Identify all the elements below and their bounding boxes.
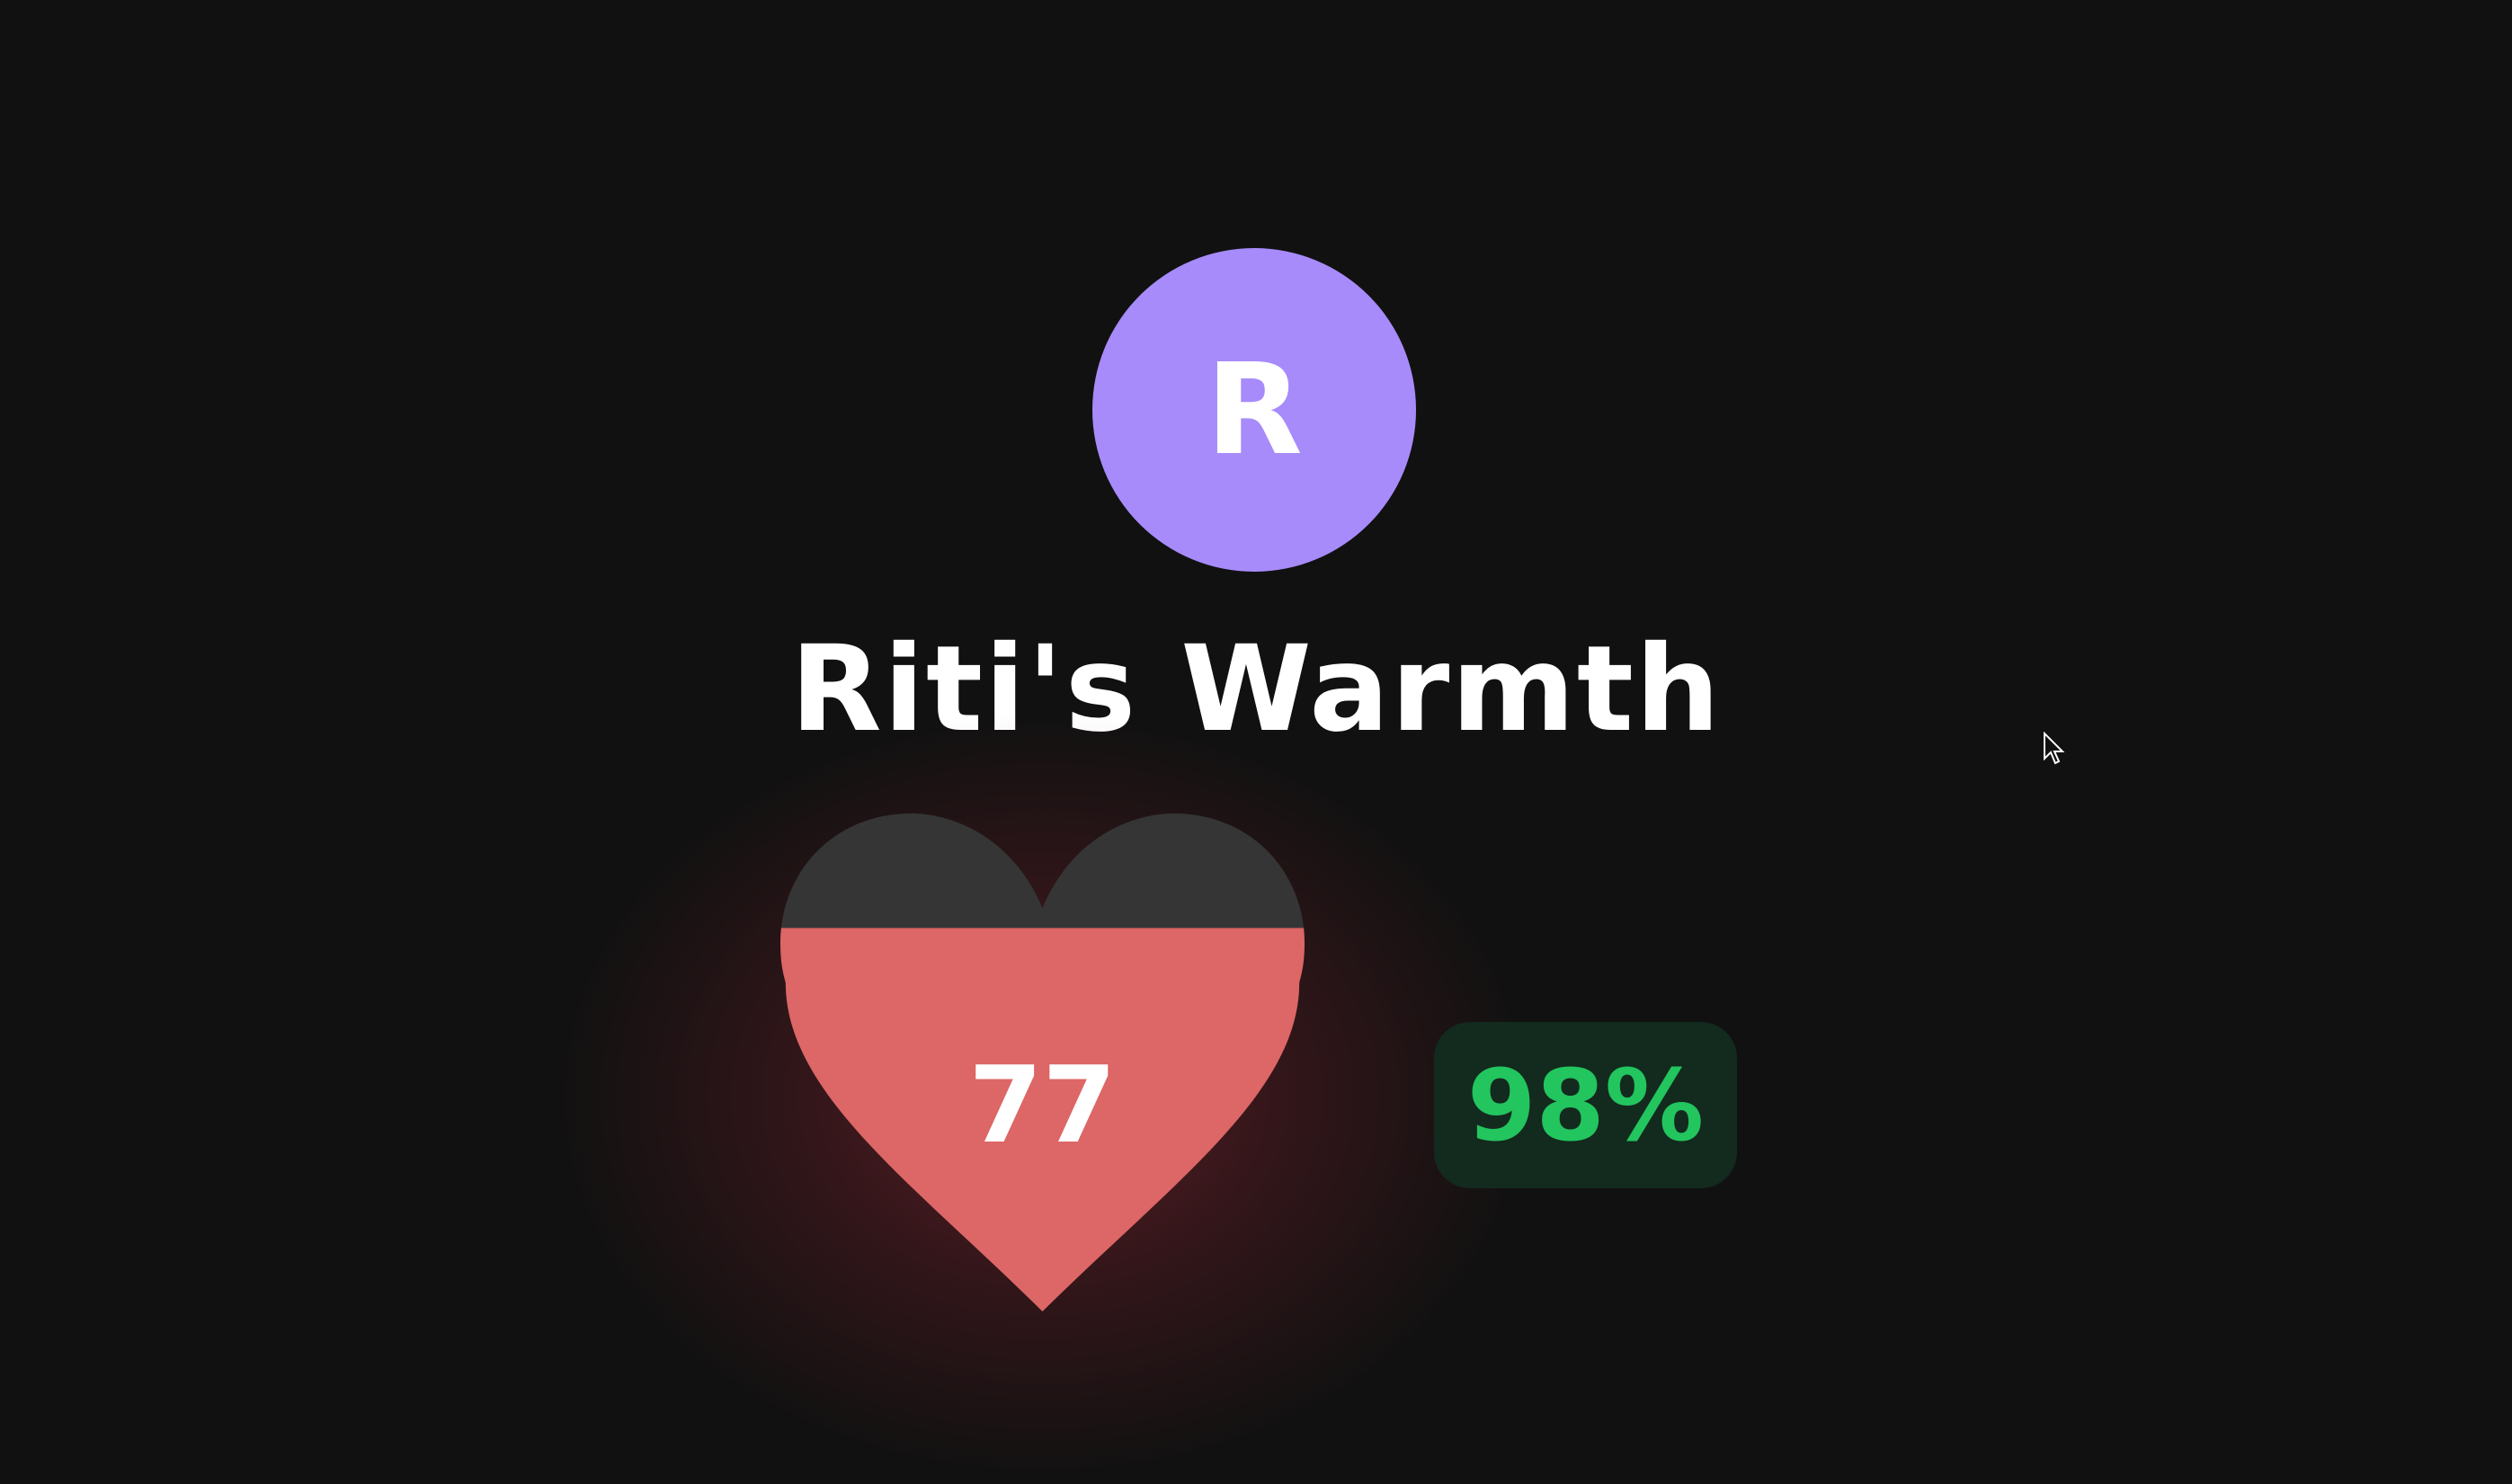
page-title: Riti's Warmth	[790, 620, 1722, 759]
arrow-pointer-icon	[2044, 732, 2065, 765]
avatar-initial: R	[1206, 336, 1303, 484]
percentage-badge: 98%	[1434, 1022, 1737, 1188]
warmth-value: 77	[968, 1043, 1117, 1167]
avatar: R	[1092, 248, 1416, 572]
warmth-heart-gauge	[780, 813, 1305, 1311]
percentage-text: 98%	[1466, 1047, 1705, 1163]
